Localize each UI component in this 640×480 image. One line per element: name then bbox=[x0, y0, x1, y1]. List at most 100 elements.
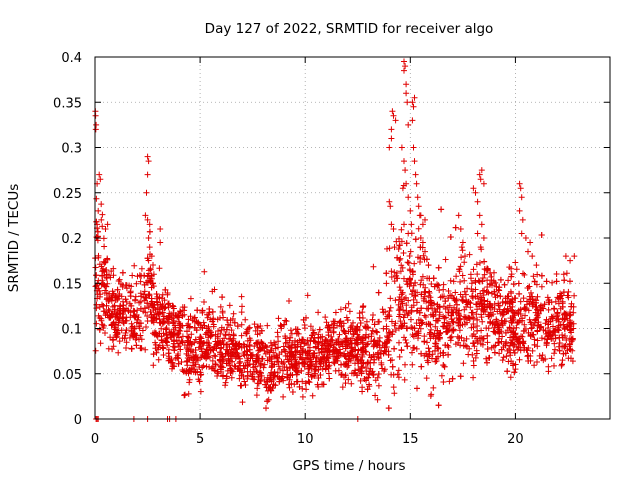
data-point bbox=[371, 356, 378, 363]
data-point bbox=[266, 354, 273, 360]
data-point bbox=[292, 354, 299, 360]
data-point bbox=[109, 310, 116, 317]
data-point bbox=[428, 281, 435, 287]
data-point bbox=[548, 355, 555, 362]
data-point bbox=[455, 320, 462, 327]
data-point bbox=[522, 306, 529, 313]
data-point bbox=[469, 293, 476, 300]
data-point bbox=[545, 363, 552, 370]
data-point bbox=[168, 311, 175, 318]
data-point bbox=[485, 289, 492, 296]
data-point bbox=[268, 369, 275, 376]
data-point bbox=[470, 315, 477, 322]
data-point bbox=[111, 324, 118, 331]
data-point bbox=[251, 321, 258, 328]
data-point bbox=[358, 370, 365, 377]
data-point bbox=[148, 295, 155, 302]
data-point bbox=[415, 203, 422, 210]
data-point bbox=[218, 364, 224, 371]
data-point bbox=[175, 355, 182, 362]
data-point bbox=[410, 333, 417, 340]
data-point bbox=[417, 235, 424, 241]
data-point bbox=[517, 347, 524, 354]
data-point bbox=[531, 341, 538, 348]
data-point bbox=[504, 305, 511, 312]
data-point bbox=[215, 340, 222, 347]
data-point bbox=[239, 399, 246, 406]
data-point bbox=[456, 316, 463, 323]
data-point bbox=[412, 279, 419, 286]
data-point bbox=[225, 321, 232, 328]
data-point bbox=[527, 319, 534, 326]
data-point bbox=[401, 158, 407, 165]
data-point bbox=[217, 303, 224, 310]
data-point bbox=[254, 380, 261, 387]
data-point bbox=[282, 317, 289, 324]
data-point bbox=[185, 370, 192, 377]
data-point bbox=[486, 303, 493, 310]
data-point bbox=[145, 158, 152, 165]
data-point bbox=[474, 339, 481, 346]
data-point bbox=[191, 324, 198, 331]
data-point bbox=[510, 314, 516, 321]
data-point bbox=[362, 348, 369, 355]
data-point bbox=[518, 194, 525, 201]
data-point bbox=[436, 311, 443, 318]
data-point bbox=[360, 303, 367, 310]
data-point bbox=[192, 336, 199, 343]
data-point bbox=[502, 342, 509, 349]
data-point bbox=[427, 311, 434, 318]
data-point bbox=[481, 258, 488, 265]
data-point bbox=[133, 280, 140, 287]
data-point bbox=[484, 339, 491, 346]
data-point bbox=[452, 297, 459, 304]
data-point bbox=[325, 332, 332, 339]
data-point bbox=[114, 297, 120, 303]
data-point bbox=[531, 278, 538, 285]
data-point bbox=[302, 380, 309, 387]
data-point bbox=[367, 359, 374, 366]
data-point bbox=[442, 314, 449, 321]
data-point bbox=[363, 341, 370, 348]
data-point bbox=[258, 339, 265, 346]
data-point bbox=[457, 226, 464, 232]
data-point bbox=[231, 319, 238, 326]
data-point bbox=[460, 360, 467, 367]
data-point bbox=[529, 253, 536, 260]
data-point bbox=[225, 356, 232, 363]
data-point bbox=[104, 256, 111, 263]
data-point bbox=[507, 339, 514, 346]
data-point bbox=[338, 323, 345, 330]
data-point bbox=[143, 294, 150, 301]
data-point bbox=[214, 316, 221, 323]
data-point bbox=[352, 367, 358, 374]
data-point bbox=[408, 316, 414, 323]
data-point bbox=[240, 341, 247, 348]
data-point bbox=[421, 312, 428, 319]
data-point bbox=[563, 337, 570, 343]
data-point bbox=[386, 313, 393, 320]
data-point bbox=[103, 267, 110, 273]
data-point bbox=[218, 344, 225, 351]
data-point bbox=[179, 339, 186, 346]
data-point bbox=[96, 326, 103, 333]
data-point bbox=[545, 297, 552, 304]
data-point bbox=[126, 334, 133, 341]
data-point bbox=[342, 304, 349, 311]
data-point bbox=[510, 333, 517, 340]
data-point bbox=[315, 366, 322, 373]
data-point bbox=[101, 243, 108, 250]
data-point bbox=[457, 278, 464, 285]
data-point bbox=[520, 328, 527, 335]
data-point bbox=[556, 294, 563, 301]
data-point bbox=[329, 337, 336, 344]
data-point bbox=[401, 58, 407, 65]
data-point bbox=[143, 324, 149, 330]
data-point bbox=[119, 269, 126, 276]
data-point bbox=[293, 367, 300, 373]
data-point bbox=[244, 348, 251, 355]
data-point bbox=[413, 180, 420, 187]
data-point bbox=[447, 234, 454, 240]
data-point bbox=[470, 185, 477, 192]
data-point bbox=[238, 321, 245, 328]
